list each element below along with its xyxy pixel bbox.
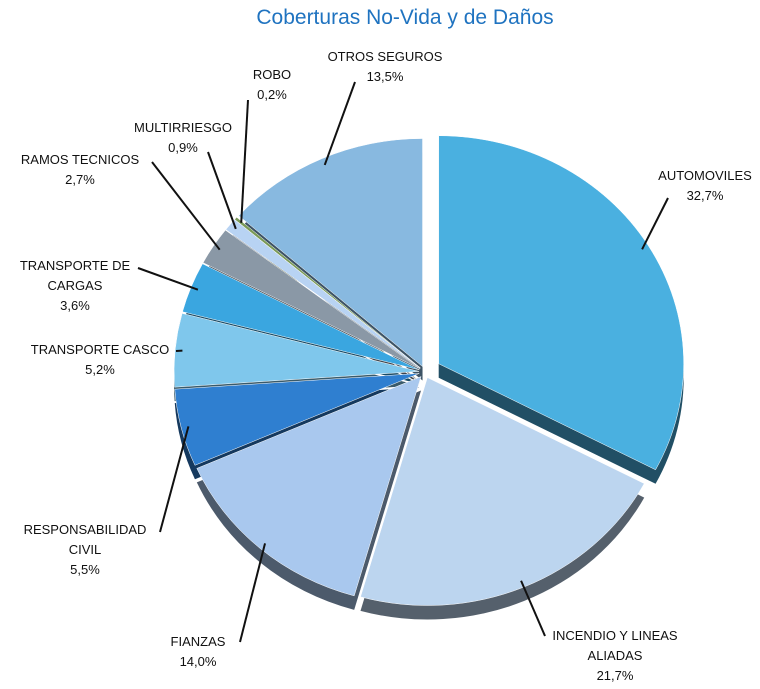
slice <box>173 313 420 388</box>
slice-label: TRANSPORTE CASCO <box>30 342 170 357</box>
value-label: 5,5% <box>70 562 100 577</box>
leader-line <box>159 426 190 533</box>
leader-line <box>641 197 669 250</box>
leader-line <box>323 81 356 166</box>
leader-line <box>239 543 266 643</box>
slice-label: MULTIRRIESGO <box>134 120 232 135</box>
leader-line <box>520 580 546 637</box>
value-label: 21,7% <box>596 668 634 683</box>
value-label: 13,5% <box>366 69 404 84</box>
value-label: 5,2% <box>85 362 115 377</box>
value-label: 32,7% <box>686 188 724 203</box>
value-label: 0,2% <box>257 87 287 102</box>
slice <box>238 138 423 368</box>
value-label: 2,7% <box>65 172 95 187</box>
slice-label: RAMOS TECNICOS <box>20 152 140 167</box>
slice-label: AUTOMOVILES <box>658 168 752 183</box>
value-label: 14,0% <box>179 654 217 669</box>
value-label: 0,9% <box>168 140 198 155</box>
leader-line <box>137 267 199 291</box>
leader-line <box>207 151 237 230</box>
slice <box>174 373 420 466</box>
slice-label: OTROS SEGUROS <box>327 49 443 64</box>
leader-line <box>240 99 249 223</box>
slice <box>202 229 421 369</box>
value-label: 3,6% <box>60 298 90 313</box>
slice <box>196 376 422 597</box>
slice-label: TRANSPORTE DE CARGAS <box>19 258 131 293</box>
leader-line <box>151 161 221 251</box>
slice-label: ROBO <box>252 67 292 82</box>
slice <box>438 135 684 471</box>
slice-label: RESPONSABILIDAD CIVIL <box>23 522 147 557</box>
chart-title: Coberturas No-Vida y de Daños <box>256 6 554 29</box>
slice <box>234 216 421 369</box>
slice-label: FIANZAS <box>170 634 226 649</box>
slice-label: INCENDIO Y LINEAS ALIADAS <box>552 628 678 663</box>
